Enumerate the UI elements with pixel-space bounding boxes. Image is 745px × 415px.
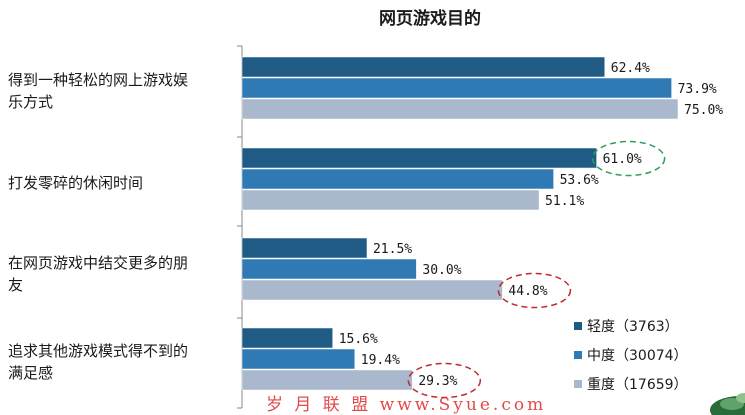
- legend-label: 轻度（3763）: [587, 319, 679, 335]
- bar: [241, 237, 368, 259]
- data-label: 15.6%: [339, 332, 378, 347]
- bar: [241, 258, 417, 280]
- bar: [241, 147, 597, 169]
- data-label: 30.0%: [422, 263, 461, 278]
- legend-swatch: [574, 351, 582, 359]
- bar: [241, 77, 672, 99]
- data-label: 29.3%: [418, 374, 457, 389]
- watermark: 岁 月 联 盟 www.Syue.com: [266, 395, 546, 415]
- data-label: 19.4%: [361, 353, 400, 368]
- data-label: 44.8%: [508, 284, 547, 299]
- bar: [241, 279, 503, 301]
- chart-title: 网页游戏目的: [379, 8, 481, 29]
- legend-swatch: [574, 322, 582, 330]
- bar: [241, 369, 413, 391]
- highlight-ellipse: [591, 140, 666, 177]
- data-label: 62.4%: [611, 61, 650, 76]
- legend: 轻度（3763） 中度（30074） 重度（17659）: [574, 319, 688, 393]
- plot-area: 得到一种轻松的网上游戏娱乐方式打发零碎的休闲时间在网页游戏中结交更多的朋友追求其…: [8, 45, 723, 409]
- data-label: 53.6%: [560, 173, 599, 188]
- data-label: 75.0%: [684, 103, 723, 118]
- bar: [241, 189, 540, 211]
- legend-label: 中度（30074）: [587, 348, 688, 364]
- bar: [241, 168, 554, 190]
- bar: [241, 98, 679, 120]
- data-label: 73.9%: [678, 82, 717, 97]
- category-label: 打发零碎的休闲时间: [8, 174, 143, 192]
- data-label: 61.0%: [603, 152, 642, 167]
- bar: [241, 327, 333, 349]
- highlight-ellipse: [497, 272, 572, 309]
- data-label: 51.1%: [545, 194, 584, 209]
- data-label: 21.5%: [373, 242, 412, 257]
- highlight-ellipse: [407, 362, 482, 399]
- category-label: 得到一种轻松的网上游戏娱乐方式: [8, 71, 188, 111]
- category-label: 追求其他游戏模式得不到的满足感: [8, 342, 188, 382]
- corner-decoration: [710, 393, 745, 415]
- legend-label: 重度（17659）: [587, 377, 688, 393]
- bar: [241, 348, 356, 370]
- category-label: 在网页游戏中结交更多的朋友: [8, 254, 188, 294]
- legend-swatch: [574, 380, 582, 388]
- bar: [241, 56, 606, 78]
